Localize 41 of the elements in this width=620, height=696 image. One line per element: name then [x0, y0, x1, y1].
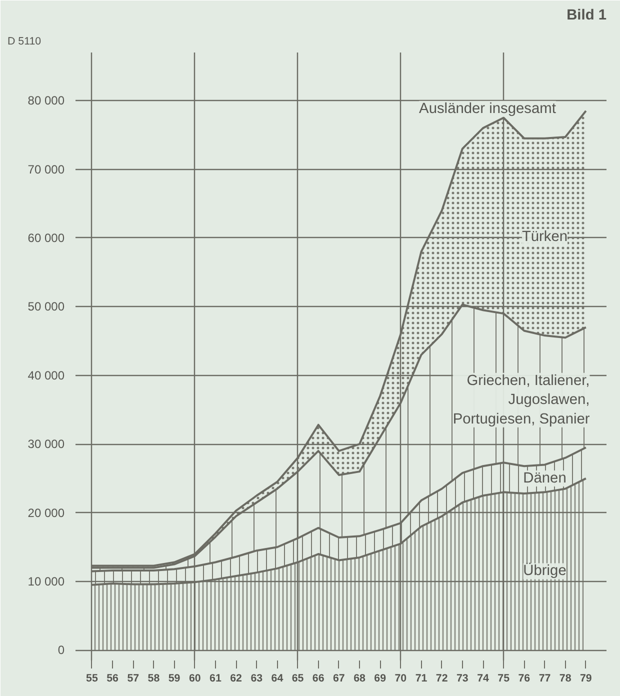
- x-tick-label: 62: [230, 672, 242, 684]
- x-tick-label: 74: [477, 672, 490, 684]
- x-tick-label: 79: [580, 672, 592, 684]
- x-tick-label: 77: [538, 672, 551, 684]
- x-tick-label: 60: [188, 672, 201, 684]
- y-tick-label: 20 000: [28, 506, 65, 520]
- x-tick-label: 63: [250, 672, 263, 684]
- text: D 5110: [8, 36, 42, 48]
- text: Bild 1: [566, 8, 606, 24]
- series-label: Türken: [522, 228, 568, 245]
- x-tick-label: 72: [436, 672, 448, 684]
- x-tick-label: 58: [148, 672, 160, 684]
- x-tick-label: 55: [86, 672, 98, 684]
- x-tick-label: 64: [271, 672, 284, 684]
- x-tick-label: 69: [374, 672, 386, 684]
- x-tick-label: 75: [498, 672, 510, 684]
- x-tick-label: 56: [106, 672, 119, 684]
- x-tick-label: 57: [127, 672, 140, 684]
- x-tick-label: 78: [559, 672, 572, 684]
- x-tick-label: 76: [518, 672, 530, 684]
- x-tick-label: 70: [394, 672, 407, 684]
- series-label: Übrige: [523, 562, 566, 580]
- y-tick-label: 30 000: [28, 437, 65, 452]
- y-tick-label: 40 000: [28, 368, 65, 382]
- series-label: Griechen, Italiener, Jugoslawen, Portugiesen, Spanier: [452, 372, 590, 428]
- y-tick-label: 70 000: [28, 162, 65, 176]
- x-tick-label: 59: [168, 672, 180, 684]
- y-tick-label: 80 000: [28, 94, 65, 108]
- x-tick-label: 67: [333, 672, 345, 684]
- x-tick-label: 73: [456, 672, 468, 684]
- x-tick-label: 68: [354, 672, 366, 684]
- x-tick-label: 66: [312, 672, 324, 684]
- y-tick-label: 60 000: [28, 230, 65, 245]
- y-tick-label: 50 000: [28, 300, 65, 314]
- annotation: Ausländer insgesamt: [419, 100, 556, 117]
- x-tick-label: 61: [210, 672, 222, 684]
- series-label: Dänen: [523, 470, 566, 486]
- y-tick-label: 0: [58, 643, 65, 658]
- x-tick-label: 71: [415, 672, 428, 684]
- x-tick-label: 65: [292, 672, 304, 684]
- y-tick-label: 10 000: [28, 574, 65, 588]
